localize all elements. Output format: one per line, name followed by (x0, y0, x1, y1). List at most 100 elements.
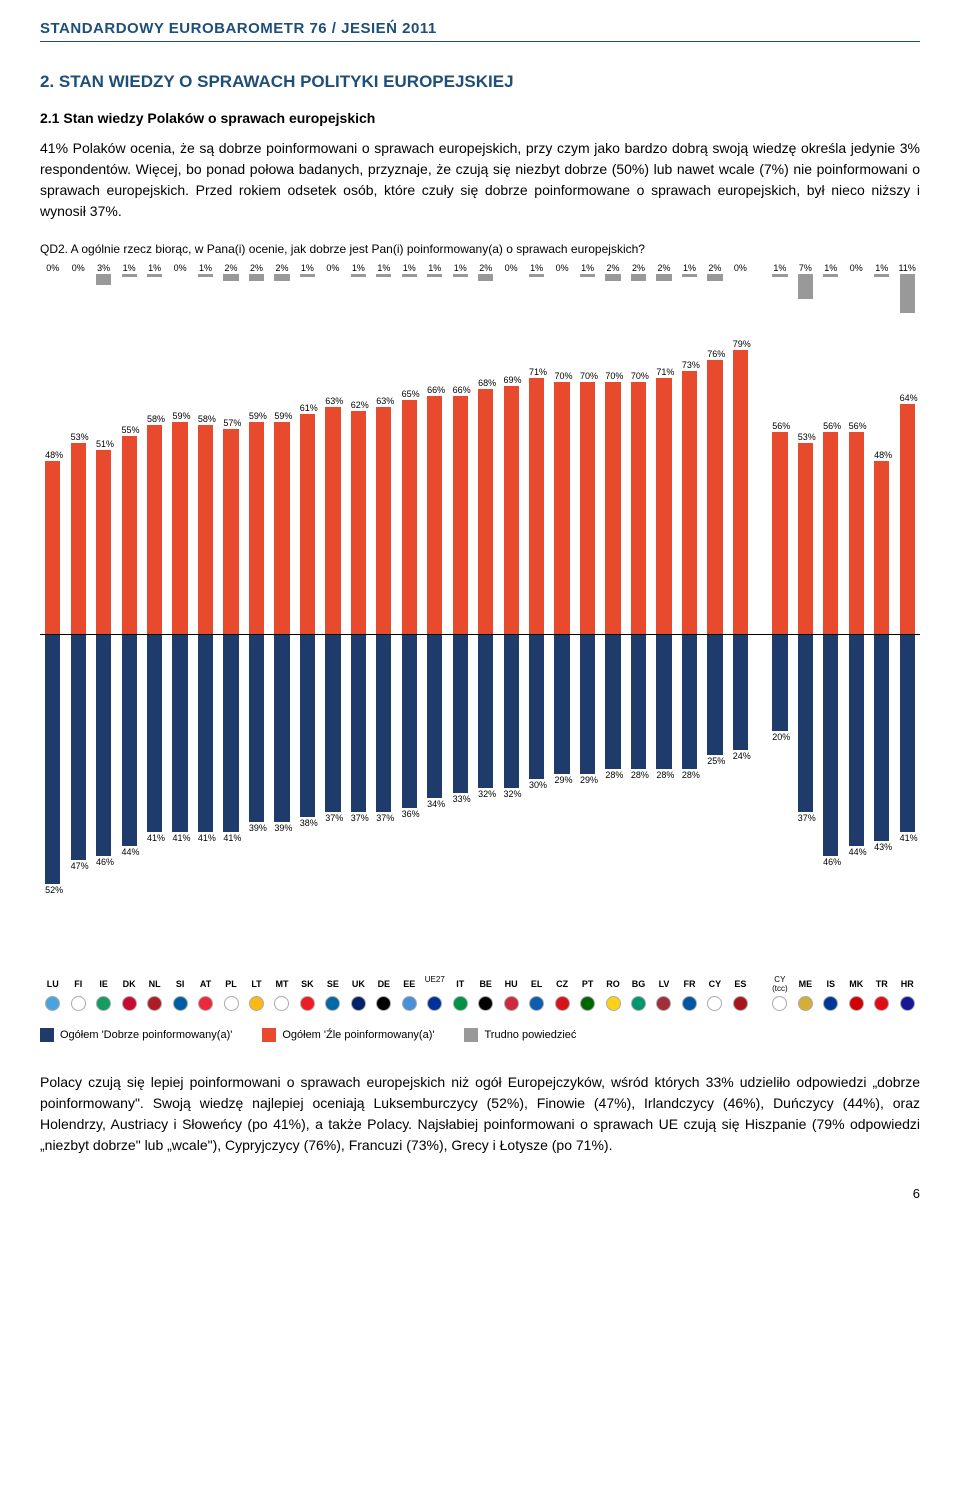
dk-label: 1% (581, 264, 594, 274)
dk-labels-row: 0%0%3%1%1%0%1%2%2%2%1%0%1%1%1%1%1%2%0%1%… (40, 264, 920, 274)
bad-bar: 55% (122, 436, 137, 634)
country-code: SK (301, 979, 314, 989)
dk-label: 1% (530, 264, 543, 274)
good-bar: 37% (798, 635, 813, 813)
good-bar: 36% (402, 635, 417, 808)
flag-icon (274, 996, 289, 1011)
country-code: TR (876, 979, 888, 989)
bad-bar: 57% (223, 429, 238, 634)
bad-bar: 70% (605, 382, 620, 634)
bad-bar: 61% (300, 414, 315, 634)
dk-label: 0% (174, 264, 187, 274)
section-title: 2. STAN WIEDZY O SPRAWACH POLITYKI EUROP… (40, 72, 920, 92)
country-code: IT (456, 979, 464, 989)
country-code: PT (582, 979, 594, 989)
country-code: EL (531, 979, 543, 989)
country-code: LV (659, 979, 670, 989)
dk-label: 0% (326, 264, 339, 274)
good-bar: 28% (605, 635, 620, 769)
dk-label: 1% (403, 264, 416, 274)
dk-label: 1% (301, 264, 314, 274)
dk-label: 1% (123, 264, 136, 274)
bad-bar: 58% (198, 425, 213, 634)
subsection-title: 2.1 Stan wiedzy Polaków o sprawach europ… (40, 110, 920, 126)
dk-label: 1% (148, 264, 161, 274)
country-code: MK (849, 979, 863, 989)
country-code: AT (200, 979, 211, 989)
good-bar: 44% (122, 635, 137, 846)
country-code: UK (352, 979, 365, 989)
good-bar: 38% (300, 635, 315, 817)
flag-icon (122, 996, 137, 1011)
country-code: HU (505, 979, 518, 989)
bad-bar: 62% (351, 411, 366, 634)
chart-legend: Ogółem 'Dobrze poinformowany(a)' Ogółem … (40, 1028, 920, 1042)
country-code: CY (709, 979, 722, 989)
intro-paragraph: 41% Polaków ocenia, że są dobrze poinfor… (40, 138, 920, 222)
bad-bar: 48% (874, 461, 889, 634)
country-codes-row: LUFIIEDKNLSIATPLLTMTSKSEUKDEEEUE27ITBEHU… (40, 975, 920, 993)
dk-label: 0% (505, 264, 518, 274)
dk-label: 2% (607, 264, 620, 274)
bad-bar: 59% (172, 422, 187, 634)
dk-label: 1% (377, 264, 390, 274)
country-code: FI (74, 979, 82, 989)
flag-icon (772, 996, 787, 1011)
page-number: 6 (40, 1186, 920, 1201)
flag-icon (351, 996, 366, 1011)
bad-bar: 63% (325, 407, 340, 634)
legend-dk: Trudno powiedzieć (464, 1028, 576, 1042)
flag-icon (376, 996, 391, 1011)
bad-bar: 56% (849, 432, 864, 634)
flag-icon (733, 996, 748, 1011)
dk-label: 2% (657, 264, 670, 274)
bad-bar: 53% (798, 443, 813, 634)
flag-icon (874, 996, 889, 1011)
bad-bar: 53% (71, 443, 86, 634)
bad-bar: 51% (96, 450, 111, 634)
dk-label: 3% (97, 264, 110, 274)
good-bar: 47% (71, 635, 86, 861)
flag-icon (631, 996, 646, 1011)
country-code: LU (47, 979, 59, 989)
country-code: MT (275, 979, 288, 989)
dk-label: 2% (708, 264, 721, 274)
country-code: NL (149, 979, 161, 989)
good-bar: 37% (351, 635, 366, 813)
flag-icon (45, 996, 60, 1011)
bad-bar: 58% (147, 425, 162, 634)
dk-label: 1% (824, 264, 837, 274)
bad-bar: 70% (580, 382, 595, 634)
country-code: RO (606, 979, 620, 989)
good-bar: 52% (45, 635, 60, 885)
country-code: SE (327, 979, 339, 989)
country-code: PL (225, 979, 237, 989)
flag-icon (707, 996, 722, 1011)
flag-icon (529, 996, 544, 1011)
flag-icon (656, 996, 671, 1011)
country-code: DK (123, 979, 136, 989)
good-bar: 33% (453, 635, 468, 793)
bad-bar: 66% (453, 396, 468, 634)
good-bar: 29% (580, 635, 595, 774)
good-bar: 34% (427, 635, 442, 798)
country-code: HR (901, 979, 914, 989)
flag-icon (325, 996, 340, 1011)
dk-label: 2% (250, 264, 263, 274)
flag-icon (71, 996, 86, 1011)
legend-bad: Ogółem 'Źle poinformowany(a)' (262, 1028, 434, 1042)
country-code: BE (479, 979, 492, 989)
flag-icon (478, 996, 493, 1011)
dk-label: 11% (899, 264, 916, 274)
flag-icon (249, 996, 264, 1011)
country-code: ME (799, 979, 813, 989)
flag-icon (96, 996, 111, 1011)
flag-icon (580, 996, 595, 1011)
bad-bar: 64% (900, 404, 915, 634)
flag-icon (900, 996, 915, 1011)
bad-bar: 71% (529, 378, 544, 634)
country-code: FR (683, 979, 695, 989)
bad-bar: 76% (707, 360, 722, 634)
flag-icon (823, 996, 838, 1011)
flag-icon (198, 996, 213, 1011)
